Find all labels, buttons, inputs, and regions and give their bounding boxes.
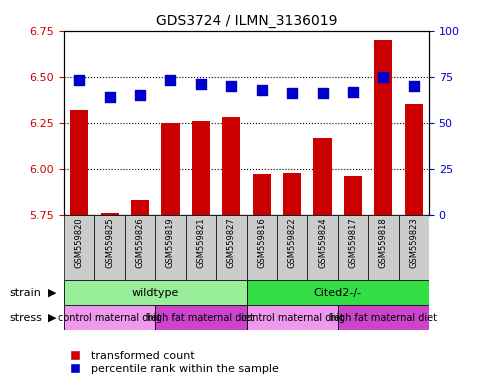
Text: GSM559816: GSM559816	[257, 217, 266, 268]
Text: control maternal diet: control maternal diet	[58, 313, 161, 323]
Bar	[161, 123, 179, 215]
Point	[288, 90, 296, 96]
Bar	[374, 40, 392, 215]
Bar	[246, 215, 277, 280]
Bar	[338, 305, 429, 330]
Text: GSM559822: GSM559822	[287, 217, 297, 268]
Point	[227, 83, 235, 89]
Bar	[338, 215, 368, 280]
Text: GSM559825: GSM559825	[105, 217, 114, 268]
Point	[258, 87, 266, 93]
Point	[75, 78, 83, 84]
Bar	[192, 121, 210, 215]
Bar	[277, 215, 307, 280]
Bar	[368, 215, 398, 280]
Text: GSM559820: GSM559820	[75, 217, 84, 268]
Point	[167, 78, 175, 84]
Text: high fat maternal diet: high fat maternal diet	[330, 313, 437, 323]
Text: GSM559823: GSM559823	[409, 217, 418, 268]
Bar	[314, 137, 332, 215]
Text: GSM559826: GSM559826	[136, 217, 144, 268]
Point	[349, 88, 357, 94]
Bar	[131, 200, 149, 215]
Text: control maternal diet: control maternal diet	[241, 313, 344, 323]
Bar	[405, 104, 423, 215]
Bar	[155, 305, 246, 330]
Text: high fat maternal diet: high fat maternal diet	[147, 313, 254, 323]
Text: ▶: ▶	[47, 288, 56, 298]
Point	[410, 83, 418, 89]
Text: GSM559824: GSM559824	[318, 217, 327, 268]
Point	[136, 92, 144, 98]
Bar	[252, 174, 271, 215]
Text: strain: strain	[10, 288, 42, 298]
Bar	[125, 215, 155, 280]
Bar	[155, 215, 186, 280]
Text: GSM559827: GSM559827	[227, 217, 236, 268]
Bar	[307, 215, 338, 280]
Text: GSM559821: GSM559821	[196, 217, 206, 268]
Bar	[95, 215, 125, 280]
Point	[318, 90, 326, 96]
Bar	[398, 215, 429, 280]
Legend: transformed count, percentile rank within the sample: transformed count, percentile rank withi…	[60, 346, 283, 379]
Bar	[70, 110, 88, 215]
Bar	[216, 215, 246, 280]
Bar	[246, 280, 429, 305]
Bar	[186, 215, 216, 280]
Text: GSM559817: GSM559817	[349, 217, 357, 268]
Bar	[222, 118, 241, 215]
Text: ▶: ▶	[47, 313, 56, 323]
Text: wildtype: wildtype	[132, 288, 179, 298]
Bar	[64, 280, 246, 305]
Bar	[64, 215, 95, 280]
Bar	[344, 176, 362, 215]
Bar	[64, 305, 155, 330]
Text: Cited2-/-: Cited2-/-	[314, 288, 362, 298]
Bar	[101, 213, 119, 215]
Point	[197, 81, 205, 87]
Text: GSM559819: GSM559819	[166, 217, 175, 268]
Bar	[246, 305, 338, 330]
Text: GSM559818: GSM559818	[379, 217, 388, 268]
Point	[106, 94, 113, 100]
Bar	[283, 173, 301, 215]
Title: GDS3724 / ILMN_3136019: GDS3724 / ILMN_3136019	[156, 14, 337, 28]
Text: stress: stress	[10, 313, 43, 323]
Point	[380, 74, 387, 80]
